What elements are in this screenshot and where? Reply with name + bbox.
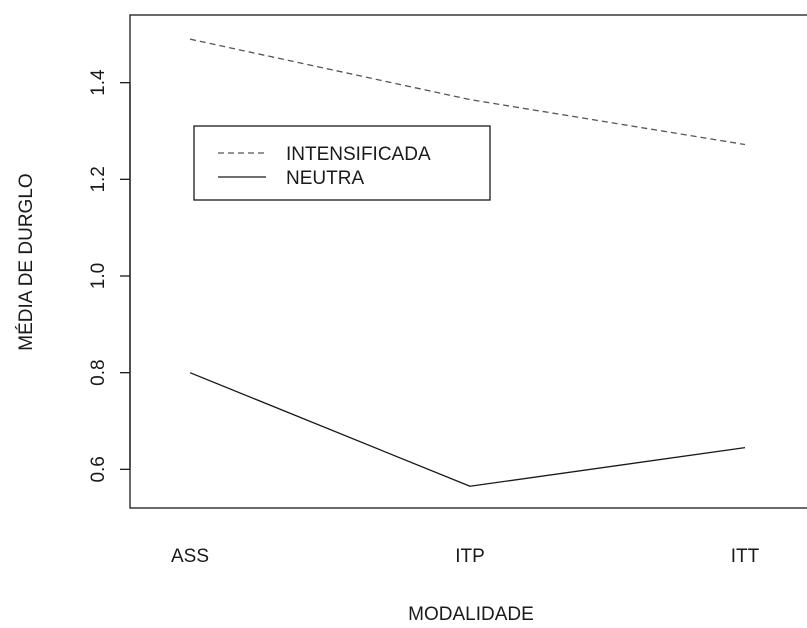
x-tick-label: ITT: [731, 546, 760, 567]
x-axis-title: MODALIDADE: [408, 604, 534, 625]
legend-box: [193, 125, 491, 201]
legend-label-neutra: NEUTRA: [286, 168, 364, 189]
y-tick-label: 1.4: [88, 69, 109, 96]
x-tick-label: ASS: [171, 546, 209, 567]
series-line-neutra: [189, 372, 746, 487]
series-layer: [189, 38, 746, 487]
y-tick-label: 1.0: [88, 263, 109, 289]
y-tick-label: 0.8: [88, 359, 109, 385]
x-axis-ticks: ASS ITP ITT: [171, 546, 760, 567]
y-axis: 0.6 0.8 1.0 1.2 1.4: [88, 69, 131, 483]
plot-frame: [129, 14, 807, 509]
y-tick-label: 0.6: [88, 456, 109, 482]
x-tick-label: ITP: [455, 546, 485, 567]
legend-label-intensificada: INTENSIFICADA: [286, 144, 431, 165]
legend: INTENSIFICADA NEUTRA: [193, 125, 491, 201]
y-axis-title: MÉDIA DE DURGLO: [16, 173, 37, 350]
series-line-intensificada: [189, 38, 746, 146]
y-tick-label: 1.2: [88, 166, 109, 192]
